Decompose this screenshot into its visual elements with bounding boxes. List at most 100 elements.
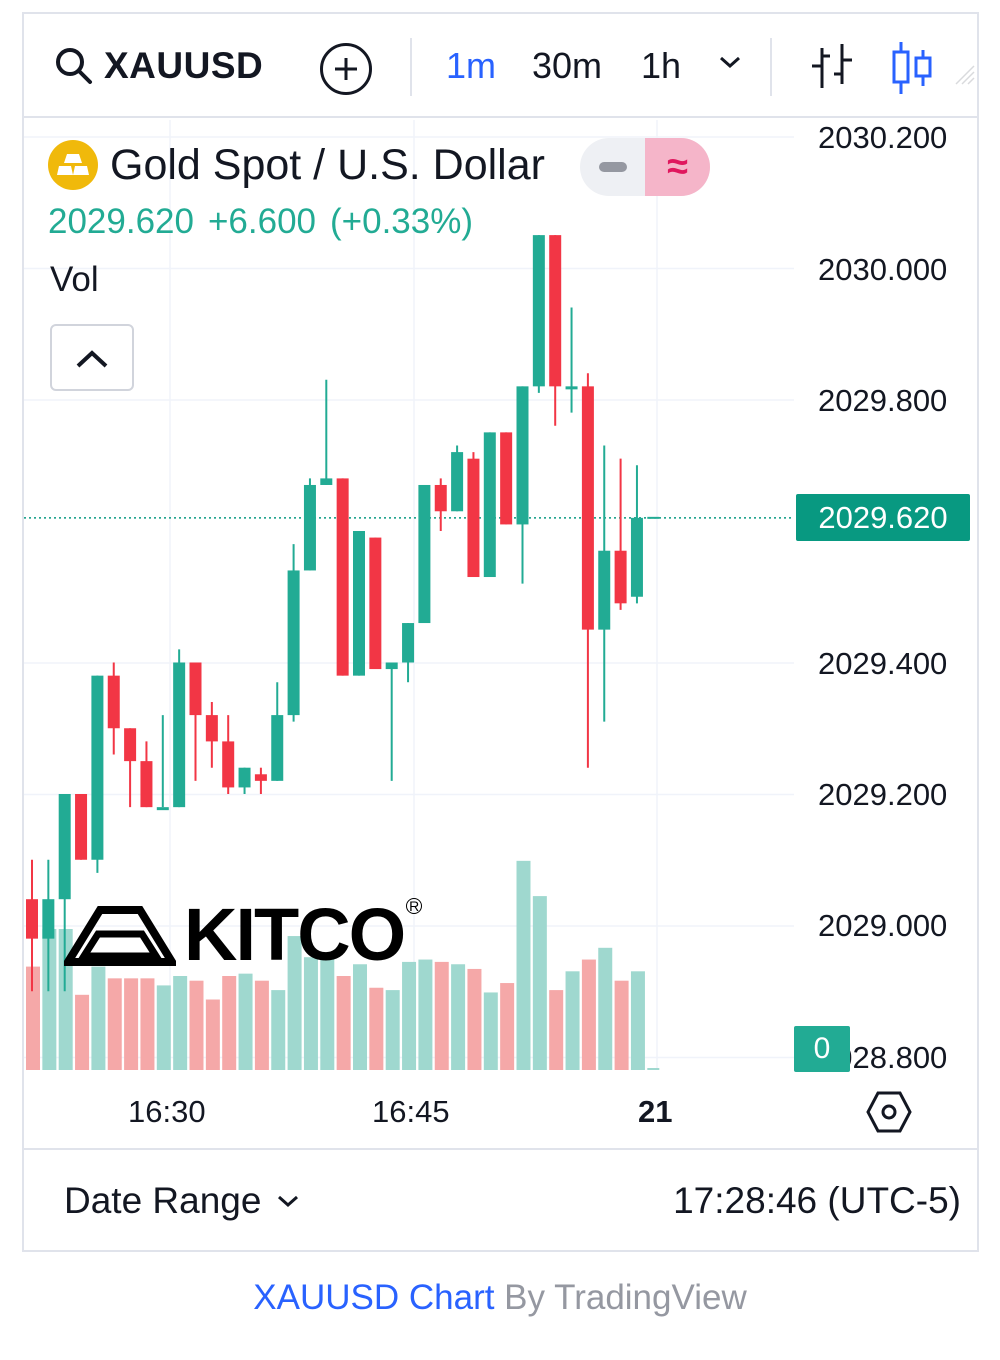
toolbar-separator bbox=[410, 38, 412, 96]
candle-body bbox=[369, 537, 382, 670]
timeframe-30m[interactable]: 30m bbox=[532, 45, 603, 86]
date-range-label: Date Range bbox=[64, 1180, 262, 1221]
candle-body bbox=[26, 899, 38, 939]
candle-body bbox=[549, 235, 562, 387]
candle-body bbox=[173, 662, 186, 808]
volume-label: Vol bbox=[50, 260, 99, 299]
volume-bar bbox=[434, 961, 449, 1070]
volume-bar bbox=[26, 966, 40, 1070]
ohlc-bars-icon bbox=[812, 44, 852, 88]
price-tick-label: 2029.200 bbox=[818, 777, 948, 812]
chevron-down-icon bbox=[720, 56, 740, 69]
volume-bar bbox=[483, 992, 498, 1070]
date-tick-label: 21 bbox=[638, 1094, 673, 1129]
volume-bar bbox=[630, 971, 645, 1070]
candle-body bbox=[75, 794, 88, 860]
time-tick-label: 16:45 bbox=[372, 1094, 450, 1129]
candle-body bbox=[451, 452, 464, 512]
plus-icon bbox=[335, 58, 357, 80]
clock: 17:28:46 (UTC-5) bbox=[673, 1180, 961, 1221]
price-tick-label: 2029.400 bbox=[818, 646, 948, 681]
volume-bar bbox=[418, 959, 433, 1070]
volume-bar bbox=[614, 980, 629, 1070]
chevron-up-icon bbox=[76, 349, 108, 367]
candle-body bbox=[140, 761, 153, 808]
volume-bar bbox=[75, 994, 90, 1070]
volume-bar bbox=[205, 999, 220, 1070]
candle-body bbox=[483, 432, 496, 578]
candle-body bbox=[107, 675, 120, 729]
chart-widget: XAUUSD 1m 30m 1h bbox=[22, 12, 979, 1252]
volume-bar bbox=[173, 976, 188, 1070]
price-tick-label: 2029.800 bbox=[818, 383, 948, 418]
compare-add-button[interactable] bbox=[320, 43, 372, 95]
volume-bar bbox=[467, 968, 482, 1070]
candle-body bbox=[124, 728, 137, 762]
volume-bar bbox=[581, 959, 596, 1070]
candle-body bbox=[614, 550, 627, 604]
volume-bar bbox=[549, 990, 564, 1070]
candle-body bbox=[500, 432, 513, 525]
volume-bar bbox=[336, 976, 351, 1070]
collapse-legend-button[interactable] bbox=[50, 324, 134, 391]
registered-mark: R bbox=[406, 898, 423, 914]
volume-bar bbox=[385, 990, 400, 1070]
candle-body bbox=[532, 235, 545, 387]
legend-toggle-group: ≈ bbox=[580, 138, 710, 196]
candle-body bbox=[58, 794, 71, 900]
volume-bar bbox=[532, 896, 547, 1070]
symbol-chart-link[interactable]: XAUUSD Chart bbox=[253, 1278, 495, 1317]
last-price-value: 2029.620 bbox=[48, 202, 194, 241]
candle-body bbox=[434, 484, 447, 512]
volume-bar bbox=[565, 971, 580, 1070]
timeframe-1h[interactable]: 1h bbox=[641, 45, 682, 86]
change-value: +6.600 bbox=[207, 202, 317, 241]
price-tick-label: 2029.000 bbox=[818, 908, 948, 943]
candlestick-chart[interactable] bbox=[24, 120, 977, 1080]
timeframe-dropdown[interactable] bbox=[718, 50, 742, 74]
candle-body bbox=[189, 662, 202, 716]
price-tick-label: 2030.200 bbox=[818, 120, 948, 155]
search-icon bbox=[56, 48, 92, 84]
candle-body bbox=[467, 458, 480, 578]
candle-body bbox=[385, 662, 398, 670]
candle-body bbox=[303, 484, 316, 571]
candle-body bbox=[402, 623, 415, 663]
symbol-label: XAUUSD bbox=[104, 45, 264, 86]
approx-icon[interactable]: ≈ bbox=[645, 138, 710, 196]
instrument-name: Gold Spot / U.S. Dollar bbox=[110, 140, 545, 189]
volume-bar bbox=[598, 947, 613, 1070]
candle-style-button[interactable] bbox=[890, 40, 934, 96]
volume-bar bbox=[451, 964, 466, 1070]
hide-legend-button[interactable] bbox=[580, 138, 645, 196]
candle-body bbox=[156, 807, 169, 811]
volume-zero-marker: 0 bbox=[794, 1026, 850, 1072]
candle-body bbox=[598, 550, 611, 630]
date-range-dropdown[interactable]: Date Range bbox=[64, 1180, 301, 1222]
volume-bar bbox=[353, 964, 367, 1070]
candle-body bbox=[287, 570, 300, 716]
settings-hexagon-icon[interactable] bbox=[866, 1090, 912, 1134]
toolbar: XAUUSD 1m 30m 1h bbox=[24, 14, 977, 118]
time-tick-label: 16:30 bbox=[128, 1094, 206, 1129]
volume-bar bbox=[402, 961, 417, 1070]
candle-body bbox=[254, 774, 267, 781]
candle-body bbox=[222, 741, 235, 788]
volume-bar bbox=[238, 973, 253, 1070]
symbol-search[interactable]: XAUUSD bbox=[54, 42, 263, 90]
footer-bar: Date Range 17:28:46 (UTC-5) bbox=[24, 1148, 977, 1250]
volume-bar bbox=[500, 983, 515, 1070]
kitco-wordmark: KITCO bbox=[184, 893, 406, 976]
candle-body bbox=[353, 531, 365, 676]
candle-body bbox=[630, 517, 643, 597]
kitco-watermark: KITCO R bbox=[64, 893, 423, 976]
bar-style-button[interactable] bbox=[808, 40, 858, 92]
candle-body bbox=[418, 484, 431, 624]
legend-title: Gold Spot / U.S. Dollar bbox=[48, 140, 545, 190]
candle-body bbox=[336, 478, 349, 676]
kitco-logo-icon bbox=[64, 906, 176, 966]
more-tools-icon[interactable] bbox=[954, 64, 976, 86]
tradingview-credit: XAUUSD Chart By TradingView bbox=[0, 1278, 1000, 1318]
volume-bar bbox=[42, 929, 57, 1070]
timeframe-1m[interactable]: 1m bbox=[446, 45, 497, 86]
